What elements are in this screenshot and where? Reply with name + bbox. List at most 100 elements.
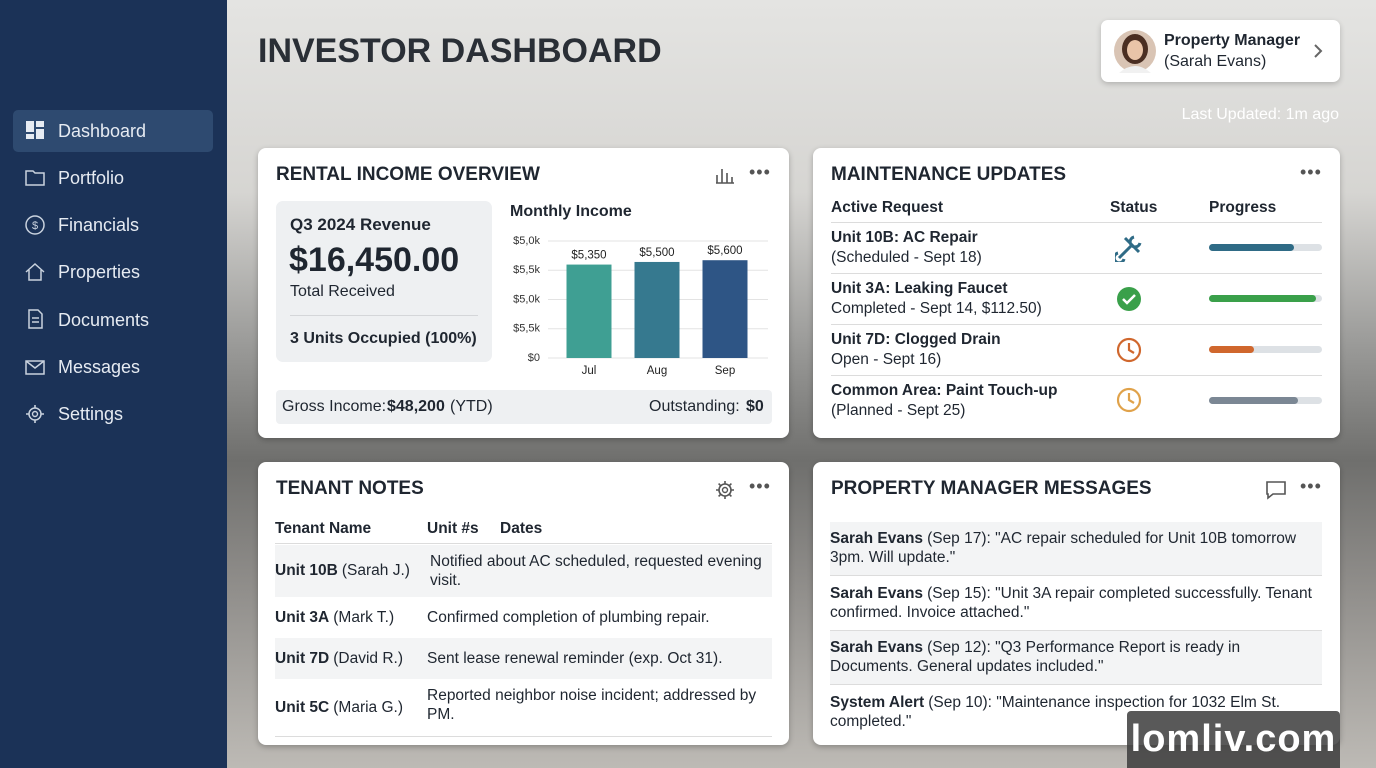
maintenance-card: MAINTENANCE UPDATES ••• Active Request S… bbox=[813, 148, 1340, 438]
tenant-note: Confirmed completion of plumbing repair. bbox=[427, 609, 710, 626]
chart-icon[interactable] bbox=[715, 166, 735, 184]
nav-label: Dashboard bbox=[58, 120, 147, 141]
tenant-unit: Unit 7D bbox=[275, 649, 330, 667]
divider bbox=[830, 684, 1322, 685]
nav-label: Messages bbox=[58, 357, 141, 377]
value-label: $5,500 bbox=[639, 247, 674, 259]
x-tick-label: Sep bbox=[715, 365, 735, 377]
bar bbox=[566, 264, 612, 358]
card-title: TENANT NOTES bbox=[276, 478, 424, 499]
message-sender: System Alert bbox=[830, 693, 925, 711]
tenant-name: (Mark T.) bbox=[333, 608, 395, 626]
divider bbox=[275, 736, 772, 737]
message-row bbox=[830, 576, 1322, 630]
status-icon bbox=[1116, 387, 1142, 413]
message-sender: Sarah Evans bbox=[830, 530, 924, 547]
message-text: (Sep 10): "Maintenance inspection for 10… bbox=[830, 693, 1281, 730]
more-button[interactable]: ••• bbox=[749, 162, 771, 182]
occupancy: 3 Units Occupied (100%) bbox=[290, 330, 477, 347]
progress-bar bbox=[1209, 295, 1317, 302]
message-row bbox=[830, 522, 1322, 575]
nav-item[interactable]: Documents bbox=[13, 299, 213, 341]
settings-icon[interactable] bbox=[715, 480, 735, 500]
more-button[interactable]: ••• bbox=[1300, 476, 1322, 496]
chart-title: Monthly Income bbox=[510, 203, 632, 220]
tenant-cell: Unit 10B (Sarah J.) bbox=[275, 561, 410, 580]
divider bbox=[831, 375, 1322, 376]
nav-icon bbox=[25, 359, 45, 375]
message-icon[interactable] bbox=[1265, 480, 1287, 500]
y-tick-label: $0 bbox=[528, 352, 540, 364]
outstanding-label: Outstanding: bbox=[649, 398, 740, 415]
page-title: INVESTOR DASHBOARD bbox=[258, 32, 662, 70]
nav-label: Financials bbox=[58, 215, 140, 236]
nav-label: Properties bbox=[58, 262, 141, 283]
status-icon bbox=[1117, 287, 1141, 311]
tenant-note: Sent lease renewal reminder (exp. Oct 31… bbox=[427, 650, 723, 667]
svg-text:$: $ bbox=[32, 220, 38, 232]
last-updated: Last Updated: 1m ago bbox=[1181, 106, 1339, 123]
user-role: Property Manager bbox=[1164, 32, 1301, 49]
tenant-name: (Sarah J.) bbox=[341, 562, 410, 579]
outstanding-value: $0 bbox=[746, 398, 764, 415]
request-title: Unit 10B: AC Repair bbox=[831, 229, 978, 246]
x-tick-label: Jul bbox=[582, 365, 597, 377]
progress-track bbox=[1209, 244, 1322, 251]
sidebar: Dashboard Portfolio Financials $ Properties D… bbox=[0, 0, 227, 768]
x-tick-label: Aug bbox=[647, 365, 667, 377]
progress-track bbox=[1209, 397, 1322, 404]
tenant-cell: Unit 7D (David R.) bbox=[275, 649, 403, 668]
message: Sarah Evans (Sep 12): "Q3 Performance Rep… bbox=[830, 638, 1318, 676]
nav-label: Settings bbox=[58, 404, 124, 425]
revenue-label: Q3 2024 Revenue bbox=[290, 215, 431, 234]
y-tick-label: $5,5k bbox=[513, 264, 540, 276]
more-button[interactable]: ••• bbox=[1300, 162, 1322, 182]
card-title: RENTAL INCOME OVERVIEW bbox=[276, 164, 540, 185]
message-row bbox=[830, 631, 1322, 684]
divider bbox=[275, 543, 772, 544]
column-header: Progress bbox=[1209, 199, 1277, 216]
divider bbox=[830, 575, 1322, 576]
card-title: MAINTENANCE UPDATES bbox=[831, 164, 1067, 185]
request-detail: Completed - Sept 14, $112.50) bbox=[831, 300, 1042, 317]
nav-item[interactable]: Financials $ bbox=[13, 205, 213, 247]
nav-icon: $ bbox=[25, 214, 45, 235]
column-header: Tenant Name bbox=[275, 520, 372, 537]
y-tick-label: $5,0k bbox=[513, 293, 540, 305]
tenant-note: Notified about AC scheduled, requested e… bbox=[430, 553, 762, 589]
bar bbox=[634, 261, 680, 358]
messages-card: PROPERTY MANAGER MESSAGES ••• Sarah Evan… bbox=[813, 462, 1340, 745]
nav-item[interactable]: Portfolio bbox=[13, 157, 213, 199]
tenant-unit: Unit 5C bbox=[275, 698, 330, 716]
message: System Alert (Sep 10): "Maintenance inspe… bbox=[830, 693, 1318, 731]
message: Sarah Evans (Sep 17): "AC repair schedule… bbox=[830, 529, 1318, 567]
nav-icon bbox=[26, 121, 44, 139]
revenue-caption: Total Received bbox=[290, 283, 395, 300]
revenue-box: Q3 2024 Revenue $16,450.00 Total Receive… bbox=[276, 201, 492, 362]
nav-item[interactable]: Dashboard bbox=[13, 110, 213, 152]
more-button[interactable]: ••• bbox=[749, 476, 771, 496]
column-header: Unit #s bbox=[427, 520, 479, 537]
progress-bar bbox=[1209, 397, 1299, 404]
request-title: Unit 3A: Leaking Faucet bbox=[831, 280, 1008, 297]
nav-item[interactable]: Settings bbox=[13, 394, 213, 436]
message-text: (Sep 12): "Q3 Performance Report is read… bbox=[830, 639, 1241, 675]
request-title: Common Area: Paint Touch-up bbox=[831, 382, 1058, 399]
tenant-name: (Maria G.) bbox=[333, 698, 403, 716]
watermark: lomliv.com bbox=[1127, 711, 1340, 768]
table-row bbox=[275, 545, 772, 597]
request-detail: (Planned - Sept 25) bbox=[831, 402, 966, 419]
column-header: Active Request bbox=[831, 199, 943, 216]
tenant-unit: Unit 10B bbox=[275, 562, 338, 579]
revenue-value: $16,450.00 bbox=[289, 241, 460, 279]
bar bbox=[702, 260, 748, 358]
income-footer: Gross Income: $48,200 (YTD) Outstanding:… bbox=[276, 390, 772, 424]
user-card[interactable]: Property Manager (Sarah Evans) bbox=[1101, 20, 1340, 82]
nav-item[interactable]: Properties bbox=[13, 252, 213, 294]
nav-item[interactable]: Messages bbox=[13, 347, 213, 389]
table-row bbox=[275, 597, 772, 638]
progress-track bbox=[1209, 346, 1322, 353]
y-tick-label: $5,0k bbox=[513, 235, 540, 247]
divider bbox=[831, 222, 1322, 223]
